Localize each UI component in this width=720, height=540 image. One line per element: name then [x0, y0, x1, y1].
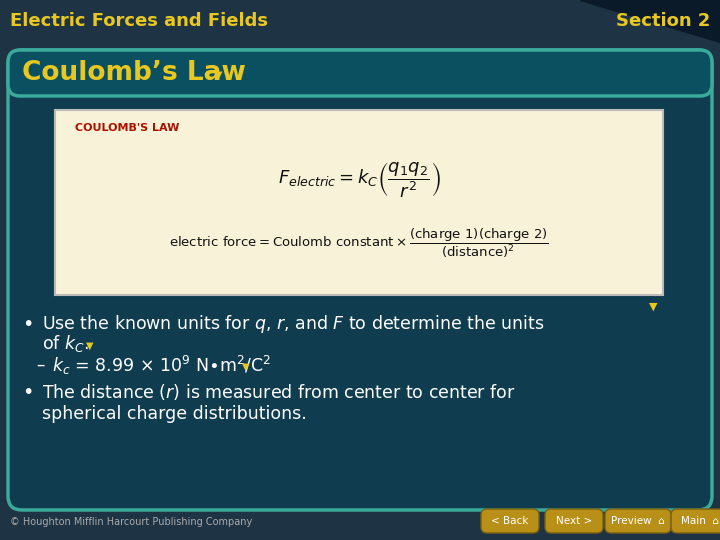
Text: –: –	[36, 356, 45, 374]
Text: ▼: ▼	[242, 362, 250, 372]
Text: Preview  ⌂: Preview ⌂	[611, 516, 665, 526]
Text: $k_c$ = 8.99 $\times$ 10$^9$ N$\bullet$m$^2$/C$^2$: $k_c$ = 8.99 $\times$ 10$^9$ N$\bullet$m…	[52, 354, 271, 376]
FancyBboxPatch shape	[8, 50, 712, 510]
Text: •: •	[22, 382, 33, 402]
Text: © Houghton Mifflin Harcourt Publishing Company: © Houghton Mifflin Harcourt Publishing C…	[10, 517, 252, 527]
FancyBboxPatch shape	[481, 509, 539, 533]
Text: ▼: ▼	[215, 70, 222, 80]
Text: ▼: ▼	[86, 341, 94, 351]
Text: $\mathrm{electric\ force = Coulomb\ constant} \times \dfrac{\mathrm{(charge\ 1)(: $\mathrm{electric\ force = Coulomb\ cons…	[169, 226, 549, 260]
Text: The distance ($r$) is measured from center to center for: The distance ($r$) is measured from cent…	[42, 382, 516, 402]
Text: of $k_C$.: of $k_C$.	[42, 334, 89, 354]
Text: Next >: Next >	[556, 516, 592, 526]
Text: Coulomb’s Law: Coulomb’s Law	[22, 60, 246, 86]
Text: ▼: ▼	[649, 302, 657, 312]
FancyBboxPatch shape	[8, 50, 712, 96]
FancyBboxPatch shape	[671, 509, 720, 533]
FancyBboxPatch shape	[55, 110, 663, 295]
FancyBboxPatch shape	[545, 509, 603, 533]
Text: Use the known units for $q$, $r$, and $F$ to determine the units: Use the known units for $q$, $r$, and $F…	[42, 313, 544, 335]
Polygon shape	[580, 0, 720, 42]
Text: spherical charge distributions.: spherical charge distributions.	[42, 405, 307, 423]
FancyBboxPatch shape	[0, 0, 720, 42]
Text: < Back: < Back	[491, 516, 528, 526]
Text: Electric Forces and Fields: Electric Forces and Fields	[10, 12, 268, 30]
Text: Section 2: Section 2	[616, 12, 710, 30]
Text: Main  ⌂: Main ⌂	[681, 516, 719, 526]
Text: •: •	[22, 314, 33, 334]
FancyBboxPatch shape	[605, 509, 671, 533]
Text: $F_{electric} = k_C\left(\dfrac{q_1 q_2}{r^2}\right)$: $F_{electric} = k_C\left(\dfrac{q_1 q_2}…	[278, 160, 441, 200]
Text: COULOMB'S LAW: COULOMB'S LAW	[75, 123, 179, 133]
